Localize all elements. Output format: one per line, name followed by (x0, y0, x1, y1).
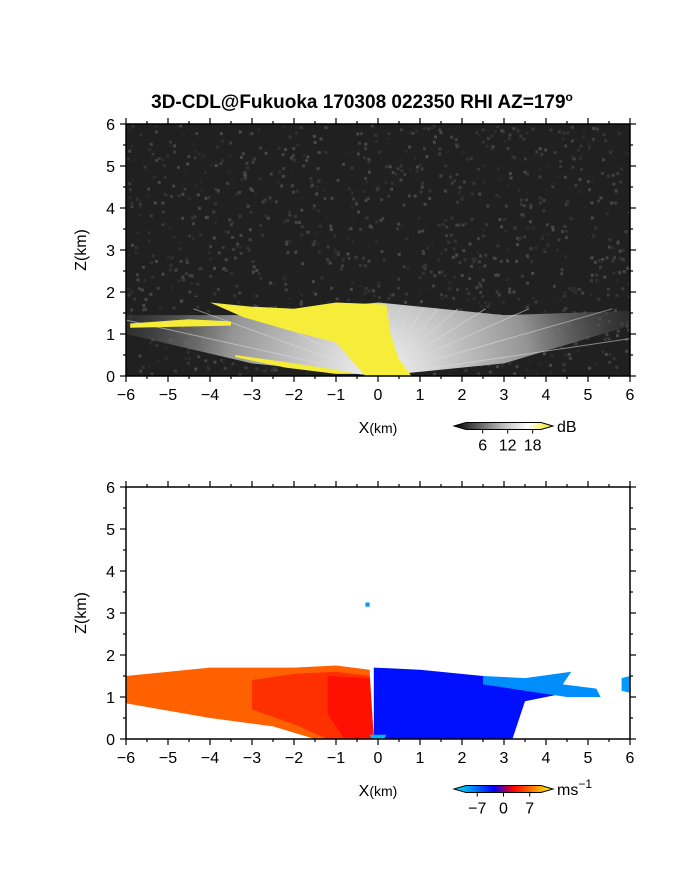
chart-title: 3D-CDL@Fukuoka 170308 022350 RHI AZ=179o (151, 90, 573, 113)
x-tick-label: −6 (117, 750, 135, 767)
y-tick-label: 5 (106, 159, 115, 176)
data-region (483, 671, 601, 697)
data-region (327, 676, 374, 739)
y-tick-label: 0 (106, 369, 115, 386)
data-region (210, 302, 412, 376)
colorbar-bar (452, 422, 555, 430)
y-axis: 0 1 2 3 4 5 6 (106, 480, 636, 749)
y-axis: 0 1 2 3 4 5 6 (106, 117, 636, 386)
x-tick-label: −4 (201, 750, 219, 767)
y-tick-label: 3 (106, 606, 115, 623)
plot-area (126, 124, 630, 376)
colorbar-unit: ms−1 (557, 777, 592, 799)
x-tick-label: −2 (285, 750, 303, 767)
y-tick-label: 5 (106, 522, 115, 539)
y-tick-label: 4 (106, 564, 115, 581)
x-tick-label: −4 (201, 387, 219, 404)
y-tick-label: 1 (106, 327, 115, 344)
x-tick-label: 2 (458, 750, 467, 767)
colorbar-tick-label: 6 (478, 438, 487, 455)
x-tick-label: 4 (542, 750, 551, 767)
x-tick-label: −2 (285, 387, 303, 404)
data-region (235, 355, 357, 374)
colorbar-unit: dB (557, 419, 577, 436)
y-tick-label: 1 (106, 690, 115, 707)
y-tick-label: 0 (106, 732, 115, 749)
colorbar-tick-label: 0 (499, 801, 508, 818)
x-tick-label: 2 (458, 387, 467, 404)
colorbar: −7 0 7 ms−1 (452, 777, 592, 818)
data-region (369, 734, 387, 739)
x-tick-label: −3 (243, 387, 261, 404)
x-axis-label: X(km) (359, 783, 398, 800)
colorbar-tick-label: 7 (525, 801, 534, 818)
data-region (621, 676, 630, 693)
x-tick-label: 0 (374, 750, 383, 767)
y-axis-label: Z(km) (73, 592, 90, 634)
x-tick-label: 4 (542, 387, 551, 404)
colorbar: 6 12 18 dB (452, 419, 577, 455)
x-tick-label: 1 (416, 387, 425, 404)
plot-area (126, 487, 630, 739)
x-tick-label: 3 (500, 387, 509, 404)
x-tick-label: 6 (626, 750, 635, 767)
x-axis: −6 −5 −4 −3 −2 −1 0 1 2 3 4 5 6 (117, 481, 635, 767)
x-tick-label: 0 (374, 387, 383, 404)
x-tick-label: −5 (159, 750, 177, 767)
colorbar-tick-label: −7 (468, 801, 486, 818)
y-tick-label: 3 (106, 243, 115, 260)
x-tick-label: −3 (243, 750, 261, 767)
data-region (365, 602, 370, 607)
colorbar-bar (452, 785, 555, 793)
x-tick-label: −6 (117, 387, 135, 404)
x-axis: −6 −5 −4 −3 −2 −1 0 1 2 3 4 5 6 (117, 118, 635, 404)
data-region (130, 319, 231, 328)
x-tick-label: 5 (584, 750, 593, 767)
x-tick-label: −1 (327, 387, 345, 404)
x-tick-label: 3 (500, 750, 509, 767)
x-tick-label: −1 (327, 750, 345, 767)
y-tick-label: 6 (106, 117, 115, 134)
y-tick-label: 2 (106, 285, 115, 302)
x-tick-label: −5 (159, 387, 177, 404)
y-tick-label: 6 (106, 480, 115, 497)
x-tick-label: 1 (416, 750, 425, 767)
colorbar-tick-label: 18 (524, 438, 542, 455)
y-axis-label: Z(km) (73, 229, 90, 271)
x-tick-label: 5 (584, 387, 593, 404)
y-tick-label: 4 (106, 201, 115, 218)
x-axis-label: X(km) (359, 420, 398, 437)
y-tick-label: 2 (106, 648, 115, 665)
x-tick-label: 6 (626, 387, 635, 404)
colorbar-tick-label: 12 (499, 438, 517, 455)
